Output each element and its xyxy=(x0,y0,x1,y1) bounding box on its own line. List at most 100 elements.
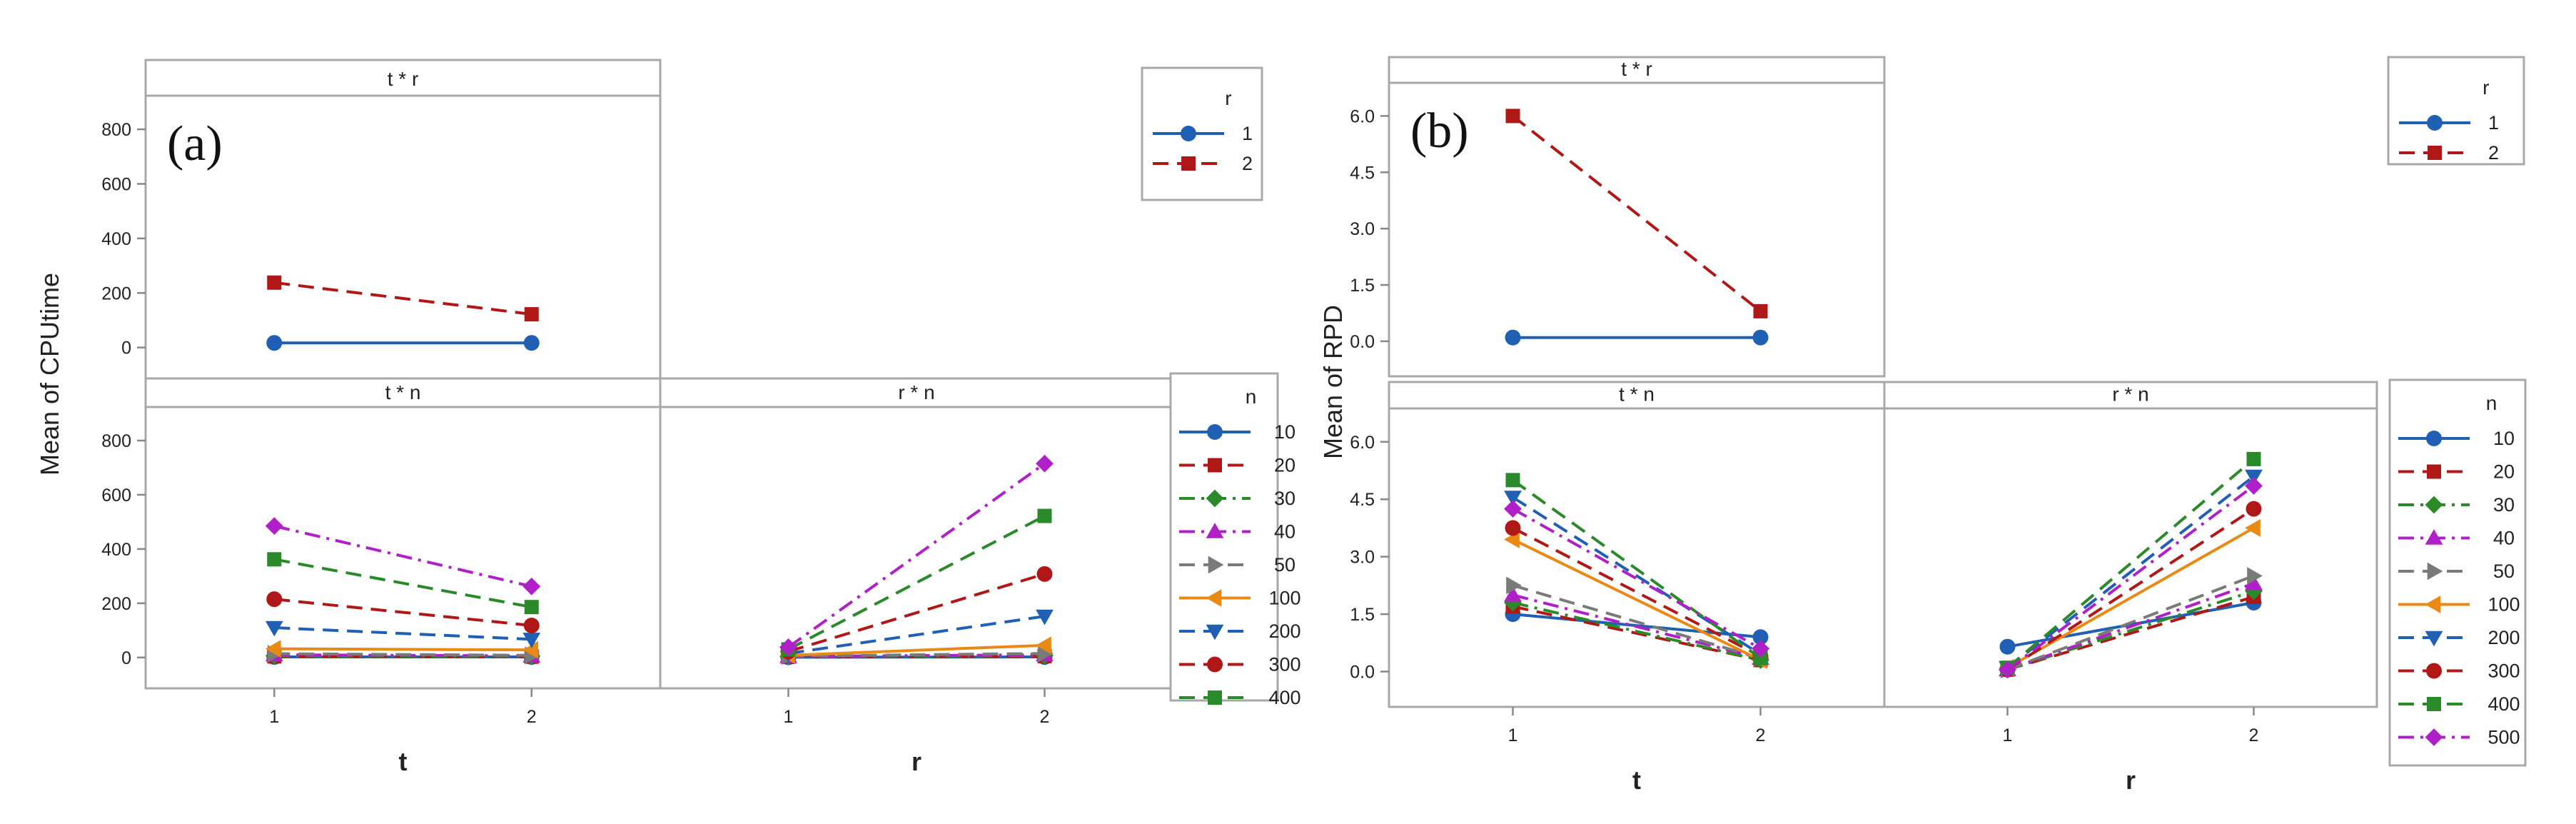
series-2 xyxy=(267,275,539,322)
legend-entry: 40 xyxy=(1274,521,1295,543)
data-point xyxy=(266,591,283,608)
data-point xyxy=(1037,508,1052,523)
legend-marker xyxy=(1181,126,1196,141)
legend-entry: 20 xyxy=(1274,455,1295,476)
data-point xyxy=(266,335,283,351)
data-point xyxy=(1036,609,1054,625)
y-tick-label: 0 xyxy=(121,338,131,358)
series-line xyxy=(2007,601,2254,648)
data-point xyxy=(1504,586,1522,602)
x-axis-label: t xyxy=(1632,765,1641,795)
series-line xyxy=(1512,478,1762,660)
legend-title: n xyxy=(2486,392,2497,414)
panel-title: r * n xyxy=(2112,383,2148,406)
legend-n: n 10 20 30 40 50 100 200 300 400 500 xyxy=(2388,378,2527,767)
y-tick-label: 0.0 xyxy=(1350,663,1375,683)
legend-entry: 2 xyxy=(1242,153,1253,174)
legend-marker xyxy=(2427,115,2443,131)
series-500 xyxy=(1504,500,1769,658)
y-tick-label: 200 xyxy=(101,594,131,614)
legend-marker xyxy=(1206,624,1224,640)
data-point xyxy=(2245,519,2261,537)
legend-entry: 300 xyxy=(1268,654,1300,675)
y-tick-label: 6.0 xyxy=(1350,106,1375,126)
panel-r-n: r * n xyxy=(659,377,1174,690)
panel-frame xyxy=(144,377,662,690)
x-tick-label: 2 xyxy=(527,707,537,727)
legend-entry: 1 xyxy=(2488,112,2499,134)
data-point xyxy=(1752,629,1769,645)
legend-entry: 2 xyxy=(2488,142,2499,164)
legend-marker xyxy=(1206,489,1224,508)
x-tick-label: 2 xyxy=(1040,707,1050,727)
legend-marker xyxy=(2426,663,2442,679)
series-line xyxy=(788,652,1045,658)
series-line xyxy=(788,615,1045,655)
y-tick-label: 800 xyxy=(101,120,131,140)
series-500 xyxy=(265,517,541,596)
series-line xyxy=(1512,114,1762,313)
data-point xyxy=(522,640,539,659)
legend-entry: 30 xyxy=(2493,494,2515,516)
data-point xyxy=(1999,638,2016,655)
y-axis-label: Mean of CPUtime xyxy=(35,273,64,476)
legend-r: r1 2 xyxy=(1141,66,1263,201)
legend-marker xyxy=(1206,523,1224,538)
series-line xyxy=(1512,601,1761,662)
legend-marker xyxy=(1208,458,1222,473)
legend-title: n xyxy=(1246,386,1257,408)
data-point xyxy=(1036,454,1054,473)
legend-frame xyxy=(2387,56,2525,166)
series-line xyxy=(1512,593,1761,660)
data-point xyxy=(1504,491,1522,506)
series-300 xyxy=(266,591,540,633)
legend-entry: 400 xyxy=(2487,693,2520,715)
data-point xyxy=(522,633,541,648)
legend-entry: 100 xyxy=(2487,594,2520,616)
data-point xyxy=(267,552,282,567)
series-line xyxy=(274,626,532,641)
series-line xyxy=(787,572,1046,653)
series-line xyxy=(1512,526,1762,658)
series-30 xyxy=(1504,593,1769,669)
series-line xyxy=(1512,583,1762,660)
series-400 xyxy=(1505,473,1768,665)
x-axis-label: r xyxy=(911,747,921,776)
series-line xyxy=(2006,507,2255,671)
series-100 xyxy=(1999,519,2261,677)
legend-title: r xyxy=(2482,76,2489,99)
legend-marker xyxy=(2425,728,2443,746)
panel-title: t * n xyxy=(385,381,421,403)
y-tick-label: 1.5 xyxy=(1350,276,1375,296)
data-point xyxy=(1038,644,1054,663)
legend-marker xyxy=(1181,156,1196,171)
legend-entry: 200 xyxy=(2487,627,2520,648)
figure-b: t * r t * n r * n 0.0 1.5 3.0 4.5 6.0 0.0 1.5 3.0 4… xyxy=(1318,56,2527,795)
data-point xyxy=(523,617,540,633)
series-line xyxy=(787,462,1046,649)
legend-n: n 10 20 30 40 50 100 200 300 400 xyxy=(1169,372,1301,708)
legend-entry: 200 xyxy=(1268,620,1300,642)
legend-marker xyxy=(2427,697,2441,711)
panel-title: r * n xyxy=(898,381,934,403)
data-point xyxy=(1036,636,1051,655)
data-point xyxy=(1752,639,1769,658)
y-tick-label: 3.0 xyxy=(1350,219,1375,239)
figure-label: (b) xyxy=(1410,104,1469,159)
data-point xyxy=(2245,477,2263,495)
legend-marker xyxy=(2425,529,2443,545)
legend-marker xyxy=(2425,630,2443,647)
data-point xyxy=(1753,303,1768,318)
series-200 xyxy=(265,620,541,648)
legend-title: r xyxy=(1225,87,1231,109)
series-line xyxy=(273,558,532,609)
data-point xyxy=(524,307,539,322)
panel-frame xyxy=(1388,56,1886,378)
figure-a: t * r t * n r * n 0 200 400 600 800 0 200 400 600 80… xyxy=(35,59,1301,776)
legend-entry: 10 xyxy=(1274,421,1295,443)
series-line xyxy=(273,524,532,588)
panel-r-n: r * n xyxy=(1883,381,2378,708)
y-tick-label: 800 xyxy=(101,431,131,451)
data-point xyxy=(1505,329,1521,346)
series-line xyxy=(274,598,532,627)
